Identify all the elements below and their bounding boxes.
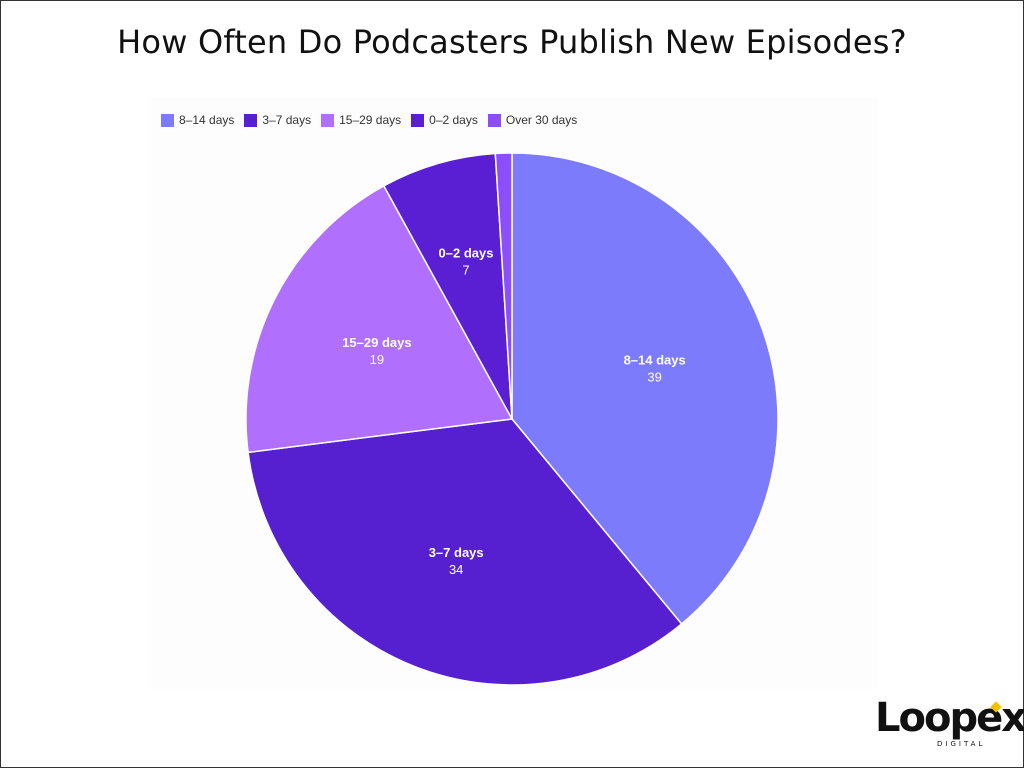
legend-swatch (161, 113, 174, 127)
slice-label: 0–2 days (439, 246, 494, 261)
legend-swatch (411, 113, 425, 127)
slice-value: 34 (449, 562, 463, 577)
legend-label: Over 30 days (505, 113, 578, 127)
legend-item-8-14-days: 8–14 days (161, 113, 234, 127)
slice-value: 39 (647, 370, 661, 385)
chart-legend: 8–14 days 3–7 days 15–29 days 0–2 days O… (161, 111, 577, 129)
slice-label: 3–7 days (429, 545, 484, 560)
legend-label: 0–2 days (429, 113, 478, 127)
logo-wordmark: Loopex (875, 695, 1024, 741)
pie-slice-0-2-days (382, 152, 513, 420)
slice-value: 7 (462, 263, 469, 278)
brand-logo: Loopex DIGITAL (875, 695, 1024, 757)
legend-item-15-29-days: 15–29 days (321, 113, 401, 127)
legend-label: 8–14 days (179, 113, 235, 127)
pie-slice-8-14-days (511, 152, 779, 626)
legend-item-over-30-days: Over 30 days (487, 113, 578, 127)
legend-label: 15–29 days (339, 113, 402, 127)
pie-slice-15-29-days (245, 184, 514, 454)
legend-label: 3–7 days (262, 113, 312, 127)
pie-slice-over-30-days (494, 152, 513, 420)
legend-swatch (244, 113, 258, 127)
legend-swatch (321, 113, 335, 127)
slice-value: 19 (370, 352, 384, 367)
chart-title: How Often Do Podcasters Publish New Epis… (117, 23, 907, 61)
slice-label: 8–14 days (624, 353, 686, 368)
logo-subtitle: DIGITAL (937, 740, 986, 748)
legend-item-3-7-days: 3–7 days (244, 113, 311, 127)
pie-slice-3-7-days (247, 418, 683, 686)
legend-swatch (487, 113, 501, 127)
legend-item-0-2-days: 0–2 days (411, 113, 478, 127)
slice-label: 15–29 days (342, 335, 411, 350)
